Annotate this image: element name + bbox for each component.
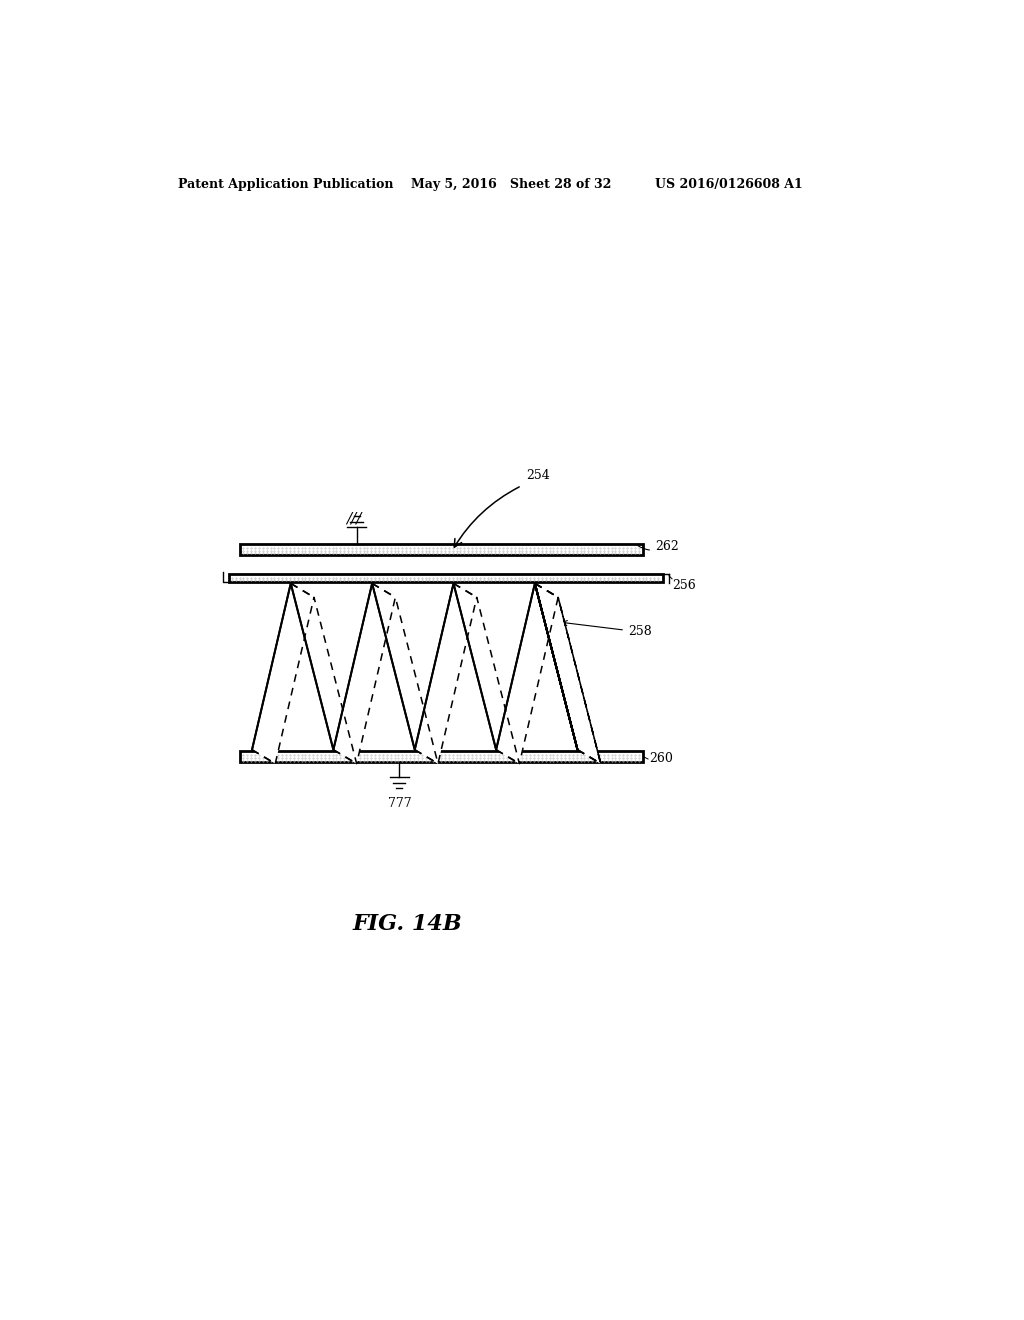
Polygon shape xyxy=(252,583,314,763)
Polygon shape xyxy=(454,583,519,763)
Text: 777: 777 xyxy=(388,797,412,809)
Polygon shape xyxy=(535,583,601,763)
Polygon shape xyxy=(372,583,438,763)
Polygon shape xyxy=(291,583,356,763)
Polygon shape xyxy=(535,583,601,763)
Polygon shape xyxy=(535,583,601,763)
Text: 256: 256 xyxy=(672,579,695,591)
Text: 260: 260 xyxy=(649,752,674,766)
Text: 262: 262 xyxy=(638,540,679,553)
Text: 254: 254 xyxy=(526,469,550,482)
Polygon shape xyxy=(334,583,395,763)
Bar xyxy=(228,574,663,582)
Text: US 2016/0126608 A1: US 2016/0126608 A1 xyxy=(655,178,803,190)
Text: 258: 258 xyxy=(562,620,651,639)
Polygon shape xyxy=(415,583,477,763)
Text: ///: /// xyxy=(346,512,361,525)
Polygon shape xyxy=(496,583,558,763)
Text: May 5, 2016   Sheet 28 of 32: May 5, 2016 Sheet 28 of 32 xyxy=(411,178,611,190)
Text: FIG. 14B: FIG. 14B xyxy=(352,913,463,935)
Text: Patent Application Publication: Patent Application Publication xyxy=(178,178,394,190)
Bar xyxy=(241,544,643,554)
Bar xyxy=(241,751,643,762)
